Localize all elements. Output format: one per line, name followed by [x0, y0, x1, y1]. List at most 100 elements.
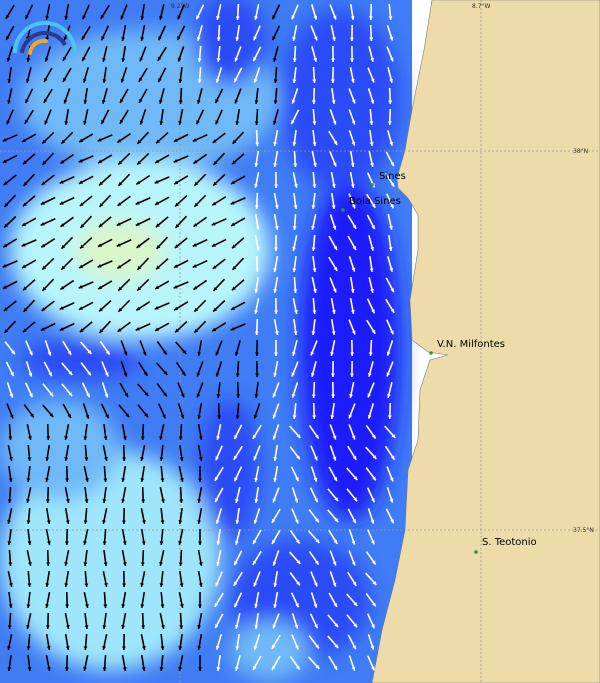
wave-arrow-head [118, 181, 123, 186]
wave-arrow-head [140, 16, 145, 20]
wave-arrow-head [140, 457, 144, 461]
wave-arrow-head [179, 499, 184, 503]
wave-arrow-head [333, 266, 338, 271]
wave-arrow-head [196, 393, 201, 398]
wave-arrow-head [372, 602, 376, 607]
wave-arrow-head [83, 436, 88, 440]
wave-arrow-head [215, 645, 220, 650]
wave-arrow-head [254, 289, 259, 293]
wave-arrow-head [87, 371, 91, 376]
wave-arrow-head [332, 288, 337, 293]
wave-arrow-head [26, 498, 30, 503]
wave-arrow-head [197, 520, 202, 524]
wave-arrow-head [180, 478, 184, 482]
place-label-boia-sines[interactable]: Boia Sines [349, 196, 401, 207]
wave-arrow-head [292, 37, 296, 41]
wave-arrow-head [215, 519, 220, 524]
wave-arrow-head [311, 394, 316, 398]
wave-arrow-head [234, 435, 238, 440]
wave-arrow-head [217, 415, 222, 419]
wave-arrow-head [163, 350, 167, 355]
wave-arrow-head [332, 120, 337, 125]
wave-arrow-head [293, 289, 298, 293]
wave-arrow-head [23, 181, 28, 186]
wave-arrow-head [351, 120, 356, 125]
wave-arrow-head [159, 457, 164, 461]
wave-arrow-head [292, 58, 297, 62]
wave-arrow-head [78, 159, 83, 163]
wave-arrow-head [313, 582, 318, 587]
wave-arrow-head [179, 625, 184, 629]
wave-arrow-head [273, 583, 278, 587]
wave-arrow-head [65, 499, 70, 503]
wave-arrow-head [254, 205, 259, 209]
wave-arrow-head [144, 413, 149, 418]
wave-arrow-head [273, 289, 278, 293]
wave-arrow-head [82, 57, 86, 62]
wave-arrow-head [334, 518, 339, 523]
wave-arrow-head [254, 15, 258, 20]
place-label-sines[interactable]: Sines [379, 171, 406, 182]
wave-arrow-head [331, 100, 336, 104]
wave-arrow-head [198, 604, 202, 608]
wave-arrow-head [254, 163, 259, 167]
wave-arrow-head [7, 520, 11, 524]
wave-arrow-head [330, 415, 335, 419]
wave-arrow-head [252, 434, 257, 439]
wave-arrow-head [351, 204, 356, 209]
wave-arrow-head [65, 625, 70, 629]
wave-arrow-head [197, 79, 202, 83]
wave-arrow-head [216, 562, 220, 566]
wave-arrow-head [122, 541, 127, 545]
wave-arrow-head [3, 243, 8, 248]
wave-arrow-head [254, 121, 259, 125]
wave-arrow-head [215, 78, 220, 83]
wave-arrow-head [9, 414, 14, 419]
wave-logo-icon [13, 21, 77, 55]
wave-arrow-head [7, 667, 12, 671]
wave-arrow-head [332, 456, 337, 461]
wave-arrow-head [29, 351, 33, 356]
wave-arrow-head [142, 351, 147, 356]
wave-arrow-head [389, 267, 394, 272]
wave-arrow-head [155, 159, 160, 163]
wave-arrow-head [159, 583, 164, 587]
wave-arrow-head [49, 413, 54, 418]
wave-arrow-head [65, 646, 70, 650]
wave-arrow-head [45, 604, 50, 608]
place-label-milfontes[interactable]: V.N. Milfontes [437, 339, 506, 350]
place-label-teotonio[interactable]: S. Teotonio [482, 537, 537, 548]
wave-arrow-head [42, 265, 47, 270]
wave-arrow-head [159, 561, 163, 566]
wave-arrow-head [80, 223, 85, 228]
wave-arrow-head [367, 393, 372, 398]
wave-arrow-head [370, 99, 375, 104]
wave-arrow-head [122, 667, 127, 671]
wave-arrow-head [135, 201, 140, 205]
wave-arrow-head [196, 120, 200, 125]
wave-arrow-head [332, 162, 337, 167]
wave-arrow-head [159, 15, 163, 20]
wave-arrow-head [175, 223, 180, 228]
wave-arrow-head [230, 326, 235, 331]
wave-arrow-head [141, 499, 146, 503]
wave-arrow-head [122, 562, 127, 566]
wave-arrow-head [351, 99, 356, 104]
wave-arrow-head [46, 562, 51, 566]
wave-arrow-head [97, 137, 102, 142]
wave-arrow-head [104, 456, 108, 461]
wave-arrow-head [274, 352, 278, 356]
wave-arrow-head [390, 308, 395, 313]
wave-arrow-head [234, 603, 238, 608]
wave-arrow-head [331, 205, 336, 209]
wave-arrow-head [272, 539, 276, 544]
wave-arrow-head [117, 264, 122, 269]
wave-arrow-head [389, 225, 393, 230]
wave-arrow-head [252, 560, 257, 565]
wave-arrow-head [253, 582, 258, 587]
wave-arrow-head [312, 310, 317, 314]
wave-arrow-head [21, 242, 26, 247]
wave-arrow-head [350, 352, 355, 356]
wave-arrow-head [372, 455, 377, 459]
